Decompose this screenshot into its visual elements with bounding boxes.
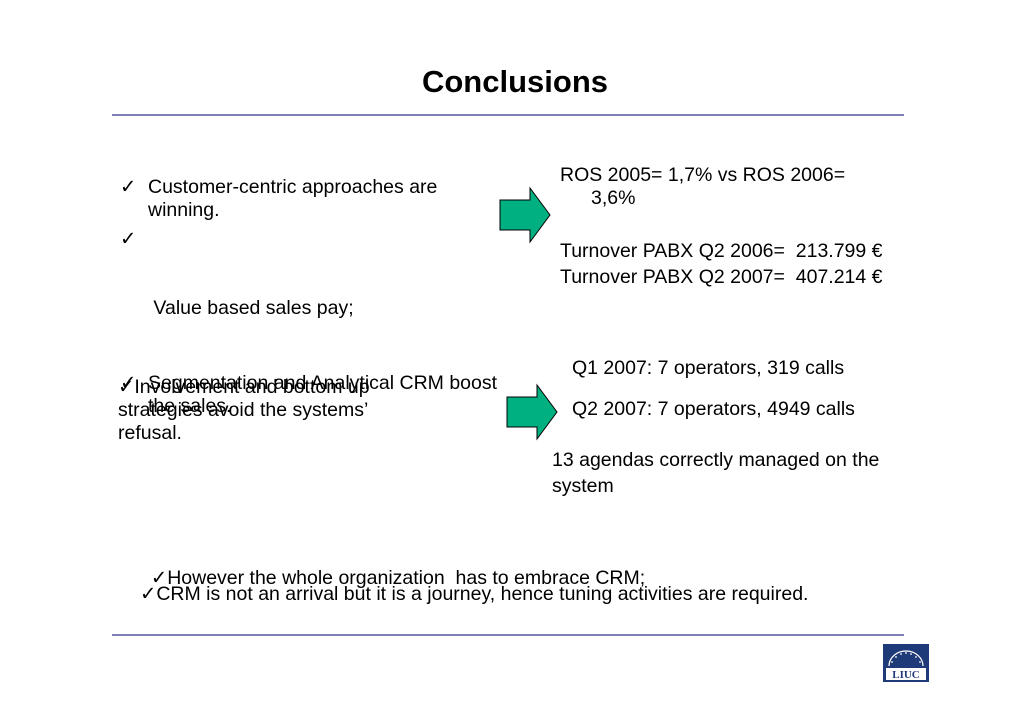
liuc-logo: LIUC	[883, 644, 929, 682]
involvement-text-1: Involvement and bottom up	[134, 376, 370, 398]
right-arrow-icon	[499, 186, 551, 244]
top-divider	[112, 114, 904, 116]
checkmark-icon: ✓	[150, 567, 168, 589]
q1-calls: Q1 2007: 7 operators, 319 calls	[572, 357, 845, 379]
q2-calls: Q2 2007: 7 operators, 4949 calls	[572, 398, 855, 420]
list-item: ✓ Value based sales pay;	[118, 228, 498, 366]
list-item: ✓ Customer-centric approaches are winnin…	[118, 176, 498, 222]
bullet-text: Customer-centric approaches are winning.	[148, 176, 438, 221]
checkmark-icon: ✓	[140, 583, 157, 605]
checkmark-icon: ✓	[118, 376, 135, 398]
involvement-line-2: strategies avoid the systems’	[118, 399, 369, 421]
bullet-text: Value based sales pay;	[148, 297, 354, 319]
bottom-divider	[112, 634, 904, 636]
turnover-2006: Turnover PABX Q2 2006= 213.799 €	[560, 240, 883, 262]
checkmark-icon: ✓	[120, 176, 137, 198]
note-text: CRM is not an arrival but it is a journe…	[156, 583, 809, 605]
involvement-line-1: ✓Involvement and bottom up	[118, 376, 370, 399]
right-arrow-icon	[506, 383, 558, 441]
involvement-line-3: refusal.	[118, 422, 182, 444]
checkmark-icon: ✓	[120, 372, 137, 394]
bullet-text: Segmentation and Analytical CRM boost th…	[148, 372, 498, 417]
bottom-note-2: ✓CRM is not an arrival but it is a journ…	[140, 583, 808, 606]
agendas-line-2: system	[552, 475, 614, 497]
ros-line-2: 3,6%	[591, 187, 636, 209]
bottom-note-1: ✓However the whole organization has to e…	[140, 544, 645, 590]
turnover-2007: Turnover PABX Q2 2007= 407.214 €	[560, 266, 883, 288]
checkmark-icon: ✓	[120, 228, 137, 250]
ros-line-1: ROS 2005= 1,7% vs ROS 2006=	[560, 164, 846, 186]
note-text: However the whole organization has to em…	[167, 567, 646, 589]
left-bullet-list: ✓ Customer-centric approaches are winnin…	[118, 176, 498, 424]
involvement-paragraph: ✓Involvement and bottom up strategies av…	[118, 376, 370, 445]
list-item: ✓ Segmentation and Analytical CRM boost …	[118, 372, 498, 418]
logo-text: LIUC	[892, 669, 920, 681]
slide-title: Conclusions	[421, 64, 608, 99]
agendas-line-1: 13 agendas correctly managed on the	[552, 449, 880, 471]
